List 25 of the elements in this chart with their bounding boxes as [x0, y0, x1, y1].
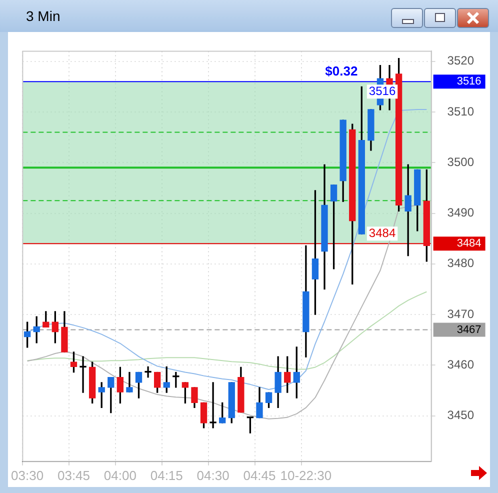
- candlestick: [144, 366, 152, 378]
- annotation: 3516: [368, 84, 396, 98]
- annotation: 3484: [368, 226, 396, 240]
- chart-title: 3 Min: [26, 8, 60, 24]
- x-tick-label: 03:30: [11, 468, 44, 483]
- y-tick-label: 3510: [447, 104, 474, 118]
- y-tick-label: 3450: [447, 408, 474, 422]
- annotation: $0.32: [325, 64, 358, 79]
- candlestick: [80, 356, 86, 393]
- ref-line-label: 3516: [456, 76, 482, 88]
- y-tick-label: 3480: [447, 256, 474, 270]
- x-tick-label: 04:30: [196, 468, 230, 483]
- y-tick-label: 3460: [447, 357, 474, 372]
- ref-line-label: 3484: [456, 238, 482, 250]
- x-tick-label: 04:45: [243, 468, 276, 483]
- y-tick-label: 3520: [447, 54, 474, 68]
- x-tick-label: 10-22:30: [280, 468, 332, 483]
- y-tick-label: 3490: [447, 206, 474, 220]
- x-tick-label: 04:00: [104, 468, 136, 483]
- x-tick-label: 04:15: [150, 468, 183, 483]
- candlestick: [210, 382, 216, 428]
- y-tick-label: 3500: [447, 154, 474, 169]
- ref-line-label: 3467: [456, 324, 482, 336]
- y-tick-label: 3470: [447, 306, 474, 321]
- x-tick-label: 03:45: [57, 468, 90, 483]
